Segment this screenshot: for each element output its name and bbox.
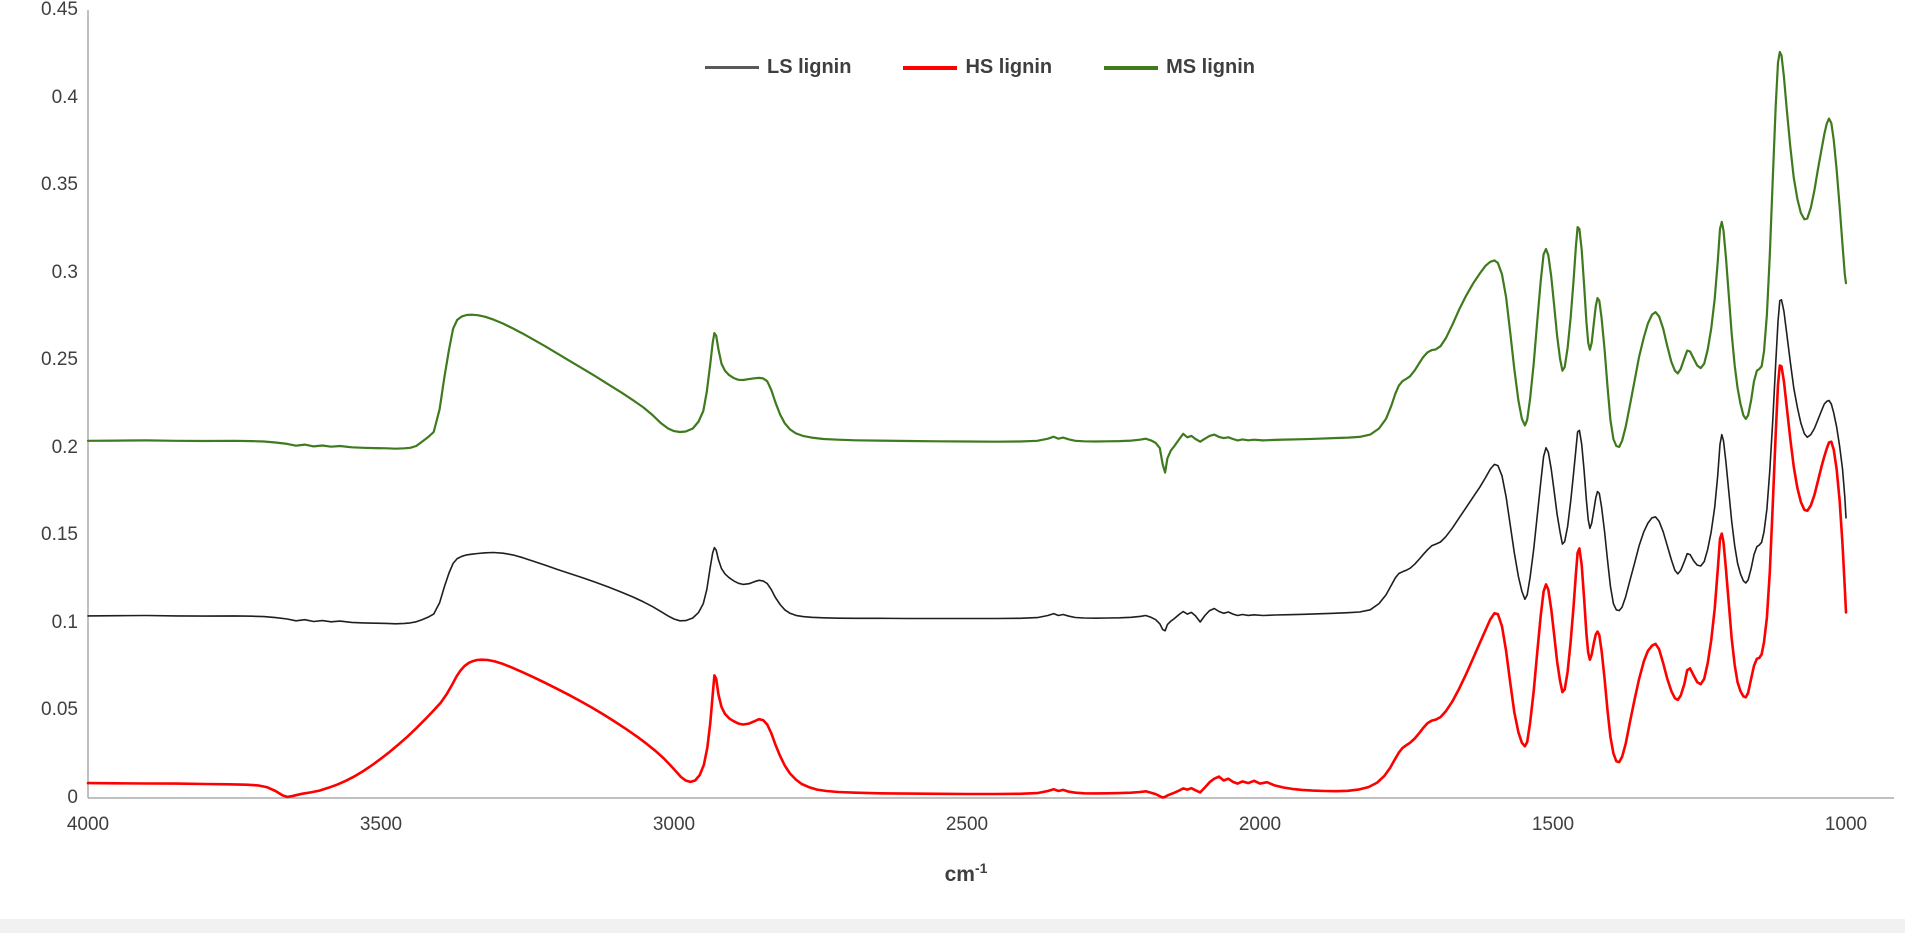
legend-label: LS lignin (767, 56, 852, 78)
spectrum-ms-lignin (86, 50, 1848, 474)
ms-line-sample-icon (1104, 65, 1159, 70)
spectra-curves (86, 50, 1848, 799)
y-tick-label-0.25: 0.25 (41, 349, 78, 371)
x-tick-label-2000: 2000 (1238, 814, 1282, 835)
legend-item-hs-lignin: HS lignin (903, 56, 1052, 79)
x-axis-title-exponent: -1 (974, 860, 988, 876)
y-tick-label-0.2: 0.2 (51, 436, 78, 458)
x-tick-label-3000: 3000 (652, 814, 696, 835)
x-tick-label-2500: 2500 (945, 814, 989, 835)
y-tick-label-0.45: 0.45 (41, 0, 78, 21)
y-tick-label-0.15: 0.15 (41, 524, 78, 546)
x-tick-label-1500: 1500 (1531, 814, 1575, 835)
legend-label: MS lignin (1166, 56, 1255, 78)
x-tick-label-3500: 3500 (359, 814, 403, 835)
legend-label: HS lignin (965, 56, 1053, 78)
x-axis-title: cm-1 (944, 860, 988, 886)
chart-legend: LS lignin HS lignin MS lignin (640, 56, 1320, 79)
legend-item-ms-lignin: MS lignin (1104, 56, 1255, 79)
hs-line-sample-icon (903, 65, 958, 70)
x-tick-label-1000: 1000 (1824, 814, 1868, 835)
axes (87, 10, 1894, 799)
y-tick-label-0.4: 0.4 (51, 86, 78, 108)
ls-line-sample-icon (705, 66, 759, 69)
x-tick-label-4000: 4000 (66, 814, 110, 835)
y-tick-label-0.35: 0.35 (41, 174, 78, 196)
y-tick-label-0.3: 0.3 (51, 261, 78, 283)
y-tick-label-0.1: 0.1 (51, 611, 78, 633)
y-tick-label-0: 0 (67, 787, 78, 808)
spectrum-ls-lignin (87, 299, 1847, 632)
bottom-strip (0, 919, 1905, 933)
legend-item-ls-lignin: LS lignin (705, 56, 851, 79)
y-tick-label-0.05: 0.05 (41, 699, 78, 721)
spectrum-hs-lignin (86, 364, 1848, 799)
